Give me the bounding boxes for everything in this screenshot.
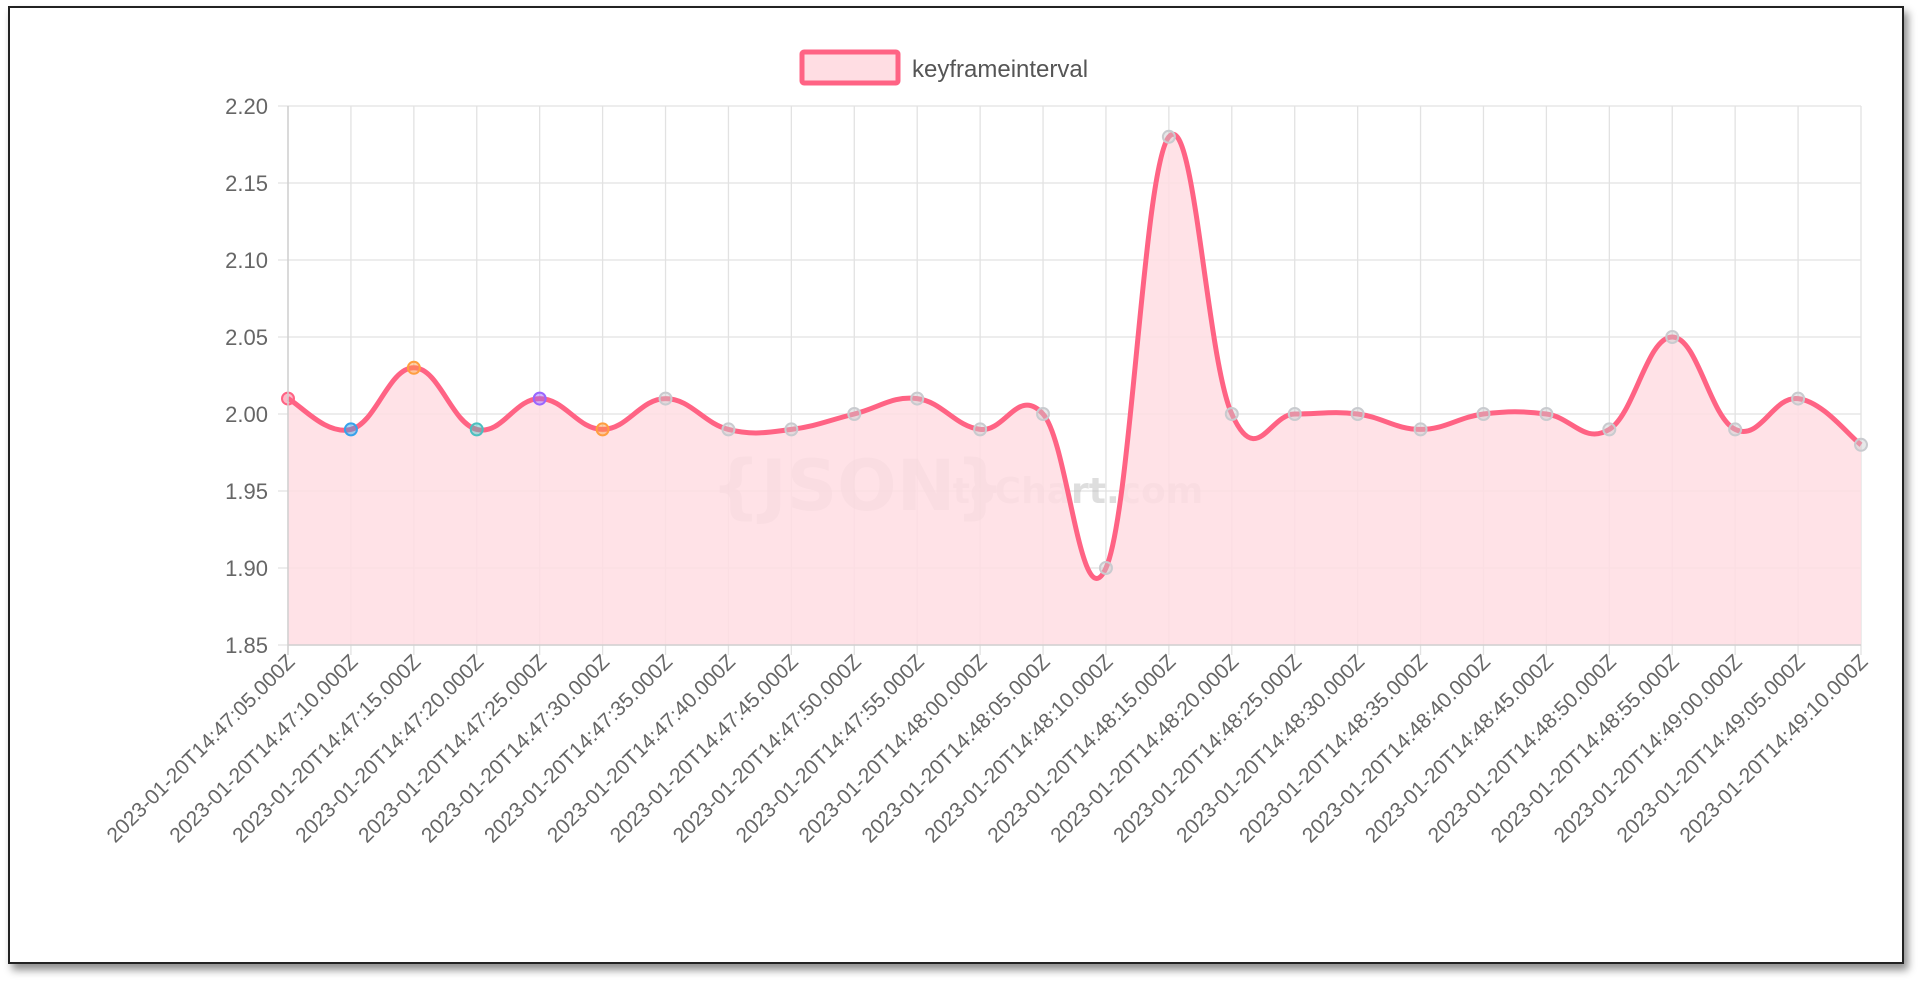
data-point[interactable] [1350,407,1365,421]
data-point[interactable] [973,422,988,437]
data-point[interactable] [343,422,358,437]
data-point[interactable] [1665,330,1680,344]
data-point[interactable] [847,407,862,421]
series-line [286,131,1863,581]
data-point[interactable] [1728,422,1743,437]
y-axis: 2.20 2.15 2.10 2.05 2.00 1.95 1.90 1.85 [225,94,289,658]
series-area [288,134,1861,645]
legend-swatch[interactable] [799,49,901,86]
data-point[interactable] [1287,407,1302,421]
data-point[interactable] [406,360,421,375]
data-point[interactable] [1036,407,1051,421]
data-point[interactable] [721,422,736,437]
data-point[interactable] [910,391,925,406]
data-point[interactable] [658,391,673,406]
data-point[interactable] [595,422,610,437]
y-tick-label: 2.20 [225,94,268,119]
data-point[interactable] [1602,422,1617,437]
y-tick-label: 2.00 [225,402,268,427]
data-points [281,129,1868,575]
area-fill [288,134,1861,645]
y-tick-label: 1.90 [225,556,268,581]
y-tick-label: 1.85 [225,633,268,658]
data-point[interactable] [1098,561,1113,575]
data-point[interactable] [1791,391,1806,406]
data-point[interactable] [1854,437,1868,452]
y-tick-label: 2.10 [225,248,268,273]
data-point[interactable] [1476,407,1491,421]
legend-label[interactable]: keyframeinterval [912,56,1088,83]
data-point[interactable] [469,422,484,437]
data-point[interactable] [1413,422,1428,437]
y-tick-label: 2.05 [225,325,268,350]
series-line-path [286,131,1863,581]
data-point[interactable] [1224,407,1239,421]
data-point[interactable] [1161,129,1176,144]
data-point[interactable] [784,422,799,437]
legend[interactable]: keyframeinterval [799,49,1088,86]
data-point[interactable] [532,391,547,406]
y-tick-label: 2.15 [225,171,268,196]
x-axis: 2023-01-20T14:47:05.000Z2023-01-20T14:47… [102,644,1873,847]
y-tick-label: 1.95 [225,479,268,504]
data-point[interactable] [1539,407,1554,421]
